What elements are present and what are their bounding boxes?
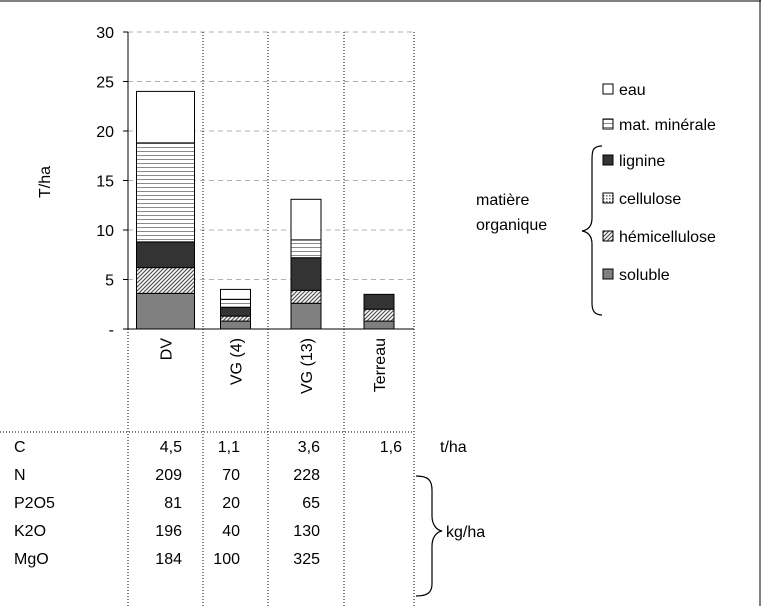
- bar-segment-soluble: [136, 292, 195, 330]
- table-cell: 1,1: [218, 439, 240, 456]
- bar-segment-hémicellulose: [220, 315, 251, 322]
- axis-layer: - 5 10 15 20 25 30: [96, 25, 414, 339]
- table-cell: 4,5: [160, 439, 182, 456]
- y-tick-label: 15: [96, 174, 114, 191]
- bar-segment-hémicellulose: [136, 267, 195, 294]
- table-cell: 40: [222, 523, 240, 540]
- legend-label: mat. minérale: [619, 117, 716, 134]
- table-cell: 184: [155, 551, 182, 568]
- bars-layer: [136, 90, 395, 330]
- bar-segment-eau: [136, 90, 195, 144]
- category-label: DV: [159, 338, 176, 361]
- bar-segment-hémicellulose: [290, 289, 322, 304]
- bar-segment-soluble: [363, 320, 395, 330]
- table-row-label: C: [14, 439, 26, 456]
- kg-ha-brace: [415, 475, 443, 597]
- bar-segment-soluble: [290, 302, 322, 330]
- table-cell: 20: [222, 495, 240, 512]
- table-cell: 196: [155, 523, 182, 540]
- legend-label: eau: [619, 82, 646, 99]
- category-label: VG (4): [229, 338, 246, 385]
- legend-group-label-line1: matière: [476, 192, 529, 209]
- y-axis-label: T/ha: [37, 166, 54, 198]
- legend-swatch: [602, 268, 614, 280]
- table-cell: 228: [293, 467, 320, 484]
- table-cell: 130: [293, 523, 320, 540]
- table-cell: 65: [302, 495, 320, 512]
- column-dividers: [127, 32, 415, 606]
- legend-swatch: [602, 230, 614, 242]
- bar-segment-lignine: [136, 241, 195, 269]
- table-row-label: MgO: [14, 551, 49, 568]
- legend-label: hémicellulose: [619, 229, 716, 246]
- data-table: C 4,5 1,1 3,6 1,6 t/ha N 209 70 228 P2O5 81 20 65 K2O 1…: [14, 439, 485, 568]
- table-group-unit: kg/ha: [446, 524, 485, 541]
- table-row-label: N: [14, 467, 26, 484]
- legend-label: soluble: [619, 267, 670, 284]
- table-cell: 100: [213, 551, 240, 568]
- category-label: VG (13): [299, 338, 316, 394]
- legend-swatch: [602, 118, 614, 130]
- legend-label: cellulose: [619, 191, 681, 208]
- bar-segment-mat. minérale: [220, 298, 251, 308]
- y-tick-label: -: [109, 322, 114, 339]
- bar-segment-eau: [220, 288, 251, 300]
- bar-segment-mat. minérale: [290, 239, 322, 259]
- category-labels: DV VG (4) VG (13) Terreau: [159, 338, 390, 394]
- bar-segment-lignine: [290, 257, 322, 291]
- legend: eau mat. minérale lignine cellulose hémicell…: [602, 82, 716, 284]
- table-row-label: P2O5: [14, 495, 55, 512]
- bar-segment-soluble: [220, 320, 251, 330]
- table-cell: 81: [164, 495, 182, 512]
- bar-segment-lignine: [363, 293, 395, 310]
- table-cell: 325: [293, 551, 320, 568]
- legend-swatch: [602, 154, 614, 166]
- table-cell: 70: [222, 467, 240, 484]
- legend-swatch: [602, 83, 614, 95]
- legend-group-label-line2: organique: [476, 217, 547, 234]
- y-tick-label: 30: [96, 25, 114, 42]
- table-row-unit: t/ha: [440, 439, 467, 456]
- category-label: Terreau: [372, 338, 389, 392]
- y-tick-label: 25: [96, 75, 114, 92]
- legend-swatch: [602, 192, 614, 204]
- legend-label: lignine: [619, 153, 665, 170]
- bar-segment-eau: [290, 198, 322, 241]
- table-row-label: K2O: [14, 523, 46, 540]
- bar-segment-lignine: [220, 306, 251, 317]
- bar-segment-mat. minérale: [136, 142, 195, 243]
- y-tick-label: 5: [105, 273, 114, 290]
- organic-matter-brace: [581, 145, 603, 316]
- y-tick-label: 20: [96, 124, 114, 141]
- table-cell: 1,6: [380, 439, 402, 456]
- table-cell: 209: [155, 467, 182, 484]
- table-cell: 3,6: [298, 439, 320, 456]
- bar-segment-hémicellulose: [363, 308, 395, 322]
- y-tick-label: 10: [96, 223, 114, 240]
